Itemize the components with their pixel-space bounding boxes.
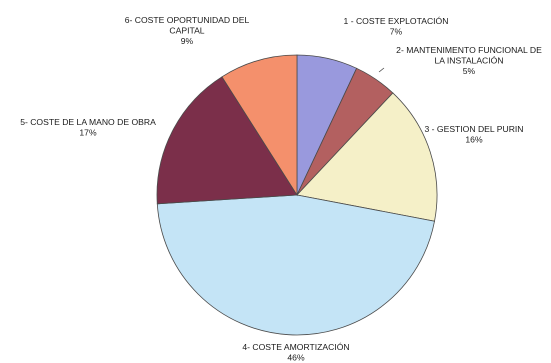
slice-label-5: 5- COSTE DE LA MANO DE OBRA 17%: [20, 117, 156, 138]
slice-percent: 9%: [181, 36, 194, 46]
slice-percent: 5%: [463, 66, 476, 76]
slice-label-4: 4- COSTE AMORTIZACIÓN 46%: [242, 342, 349, 363]
slice-percent: 17%: [79, 128, 97, 138]
slice-labels: 1 - COSTE EXPLOTACIÓN 7% 2- MANTENIMENTO F…: [20, 15, 542, 363]
slice-label-line: LA INSTALACIÓN: [434, 56, 503, 66]
slice-label-line: CAPITAL: [169, 26, 204, 36]
pie-slice-5: [156, 76, 298, 205]
slice-label-line: 2- MANTENIMENTO FUNCIONAL DE: [396, 45, 542, 55]
pie-slices: [156, 54, 438, 336]
slice-label-2: 2- MANTENIMENTO FUNCIONAL DE LA INSTALACI…: [396, 45, 542, 76]
slice-percent: 16%: [465, 135, 483, 145]
slice-label-1: 1 - COSTE EXPLOTACIÓN 7%: [344, 16, 449, 37]
slice-percent: 46%: [287, 353, 305, 363]
pie-slice-6: [221, 54, 298, 197]
slice-label-line: 5- COSTE DE LA MANO DE OBRA: [20, 117, 156, 127]
leader-lines: [378, 67, 385, 73]
pie-slice-3: [296, 92, 438, 222]
pie-slice-4: [156, 194, 435, 336]
slice-percent: 7%: [390, 27, 403, 37]
slice-label-6: 6- COSTE OPORTUNIDAD DEL CAPITAL 9%: [125, 15, 250, 46]
slice-label-line: 4- COSTE AMORTIZACIÓN: [242, 342, 349, 352]
slice-label-line: 6- COSTE OPORTUNIDAD DEL: [125, 15, 250, 25]
slice-label-line: 3 - GESTION DEL PURIN: [424, 124, 523, 134]
slice-label-line: 1 - COSTE EXPLOTACIÓN: [344, 16, 449, 26]
leader-line-2: [378, 67, 385, 73]
slice-label-3: 3 - GESTION DEL PURIN 16%: [424, 124, 523, 145]
